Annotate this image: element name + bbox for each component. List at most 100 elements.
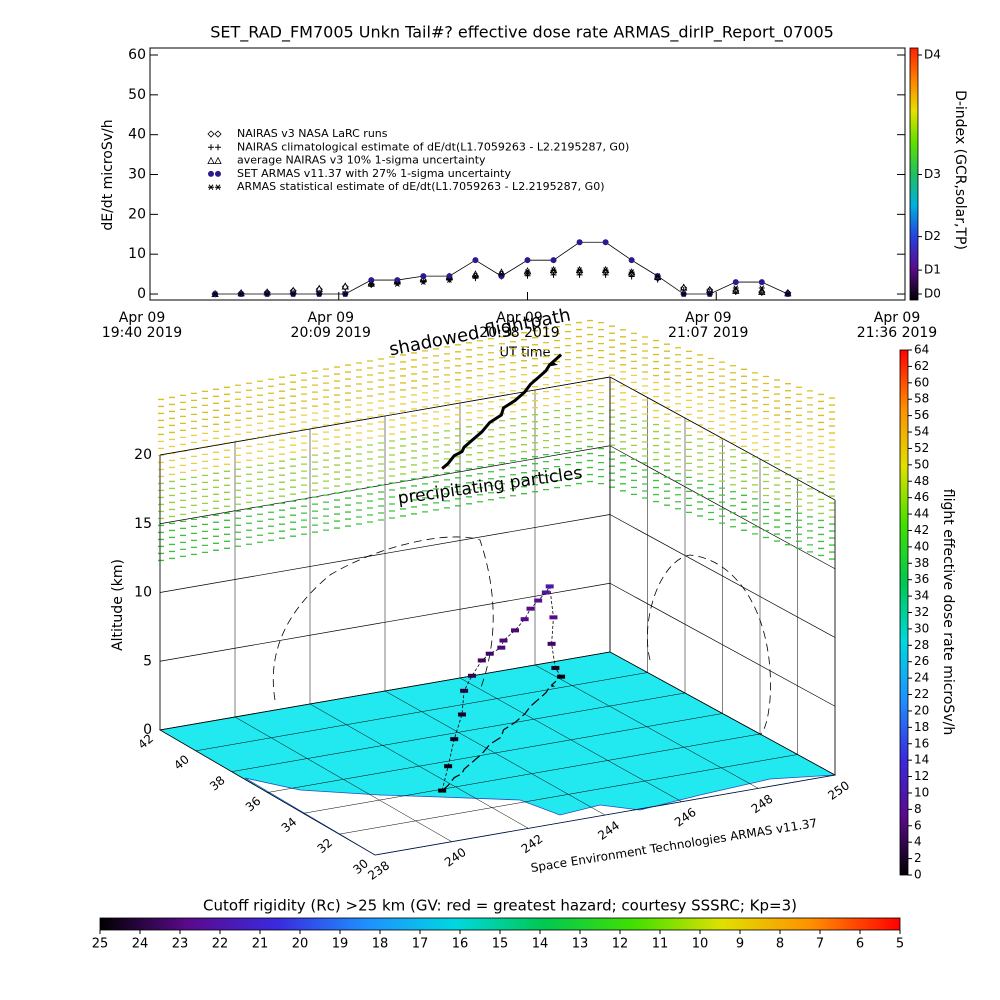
track-point <box>499 638 508 643</box>
colorbar-tick-label: 52 <box>914 441 929 455</box>
grid-line <box>195 672 648 752</box>
colorbar-tick-label: 30 <box>914 621 929 635</box>
flight-track <box>441 585 562 791</box>
colorbar-tick-label: 24 <box>914 671 929 685</box>
legend-label: average NAIRAS v3 10% 1-sigma uncertaint… <box>237 154 486 167</box>
marker <box>420 279 427 285</box>
marker <box>706 291 713 297</box>
shadowed-flightpath <box>441 353 563 470</box>
colorbar-tick-label: 19 <box>332 937 349 952</box>
plot-3d: 0510152023824024224424624825030323436384… <box>134 319 852 883</box>
track-point <box>444 764 453 769</box>
track-point <box>497 645 506 650</box>
grid-line <box>159 651 611 731</box>
colorbar-tick-label: 48 <box>914 474 929 488</box>
colorbar-tick-label: 13 <box>572 937 589 952</box>
track-point <box>551 665 560 670</box>
colorbar-tick-label: 15 <box>492 937 509 952</box>
y-tick-label: 60 <box>128 47 146 63</box>
colorbar-tick-label: 25 <box>92 937 109 952</box>
y-tick-label: 0 <box>137 286 146 302</box>
marker <box>238 291 245 297</box>
track-point <box>534 598 543 603</box>
marker <box>212 291 219 297</box>
x-tick-label: Apr 09 21:36 2019 <box>857 310 937 341</box>
marker <box>420 273 427 280</box>
particle-field <box>158 361 835 478</box>
colorbar-tick-label: 23 <box>172 937 189 952</box>
marker <box>367 279 375 287</box>
x-tick-label: Apr 09 20:09 2019 <box>291 310 371 341</box>
marker <box>680 291 687 297</box>
track-point <box>541 590 550 595</box>
marker <box>472 257 479 264</box>
marker <box>732 285 739 291</box>
marker <box>215 144 221 151</box>
particle-field <box>158 319 835 436</box>
legend-label: SET ARMAS v11.37 with 27% 1-sigma uncert… <box>237 167 511 180</box>
marker <box>680 283 688 291</box>
colorbar-tick-label: 32 <box>914 605 929 619</box>
chart-title: SET_RAD_FM7005 Unkn Tail#? effective dos… <box>210 23 834 43</box>
colorbar <box>899 349 909 876</box>
z-tick-label: 5 <box>143 653 152 669</box>
track-point <box>460 688 469 693</box>
marker <box>576 267 583 273</box>
colorbar-tick-label: 24 <box>132 937 149 952</box>
legend-label: ARMAS statistical estimate of dE/dt(L1.7… <box>237 180 604 193</box>
marker <box>732 279 739 286</box>
marker <box>208 144 214 151</box>
marker <box>215 184 221 191</box>
colorbar-tick-label: 10 <box>914 785 929 799</box>
z-tick-label: 20 <box>134 447 152 463</box>
colorbar-label: flight effective dose rate microSv/h <box>940 489 956 735</box>
marker <box>207 156 215 165</box>
marker <box>446 277 453 283</box>
grid-line <box>374 774 836 856</box>
track-point <box>477 658 486 663</box>
colorbar-tick-label: 12 <box>914 769 929 783</box>
colorbar-tick-label: 36 <box>914 572 929 586</box>
colorbar-tick-label: 8 <box>776 937 784 952</box>
marker <box>368 281 375 287</box>
colorbar-tick-label: 26 <box>914 654 929 668</box>
colorbar-tick-label: 6 <box>856 937 864 952</box>
colorbar-tick-label: 6 <box>914 818 922 832</box>
grid-line <box>231 692 686 772</box>
x-tick-label: Apr 09 20:38 2019 <box>479 310 559 341</box>
y-tick-label: 50 <box>128 87 146 103</box>
marker <box>341 282 349 290</box>
colorbar-tick-label: 12 <box>612 937 629 952</box>
marker <box>628 269 635 275</box>
colorbar-tick-label: 58 <box>914 392 929 406</box>
colorbar-tick-label: D0 <box>924 287 941 301</box>
marker <box>394 281 401 287</box>
x-axis-label: UT time <box>500 346 551 361</box>
colorbar-tick-label: 20 <box>292 937 309 952</box>
grid-line <box>267 713 723 793</box>
track-point <box>557 674 566 679</box>
colorbar-tick-label: D2 <box>924 229 941 243</box>
marker <box>758 279 765 286</box>
marker <box>784 291 791 297</box>
marker <box>628 273 635 280</box>
colorbar-tick-label: 38 <box>914 556 929 570</box>
y-tick-label: 10 <box>128 246 146 262</box>
track-point <box>438 788 447 793</box>
marker <box>550 257 557 264</box>
marker <box>342 291 349 297</box>
legend-label: NAIRAS v3 NASA LaRC runs <box>237 127 388 140</box>
track-point <box>545 584 554 589</box>
x-tick-label: Apr 09 19:40 2019 <box>102 310 182 341</box>
track-point <box>547 641 556 646</box>
marker <box>208 184 214 191</box>
colorbar <box>909 47 919 301</box>
colorbar-tick-label: 42 <box>914 523 929 537</box>
track-point <box>549 615 558 620</box>
colorbar-tick-label: 21 <box>252 937 269 952</box>
box-edge <box>159 376 611 456</box>
y-tick-label: 40 <box>128 127 146 143</box>
colorbar-tick-label: 7 <box>816 937 824 952</box>
colorbar-tick-label: 54 <box>914 425 929 439</box>
colorbar-tick-label: 2 <box>914 851 922 865</box>
